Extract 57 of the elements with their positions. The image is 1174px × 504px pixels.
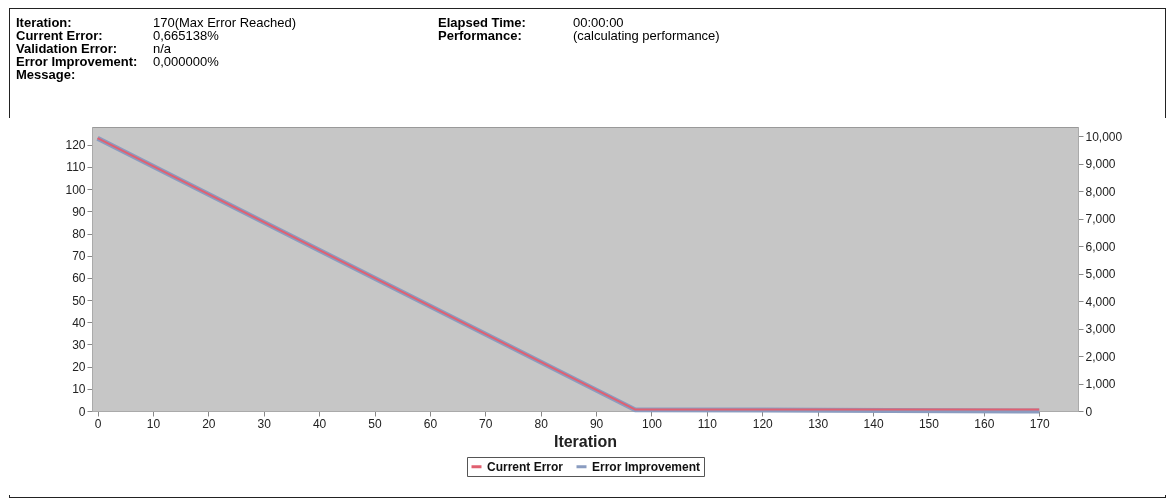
text: 0,000000% (153, 54, 219, 69)
text: 170(Max Error Reached) (153, 15, 297, 30)
x-tick-label: 150 (918, 416, 940, 431)
y2-tick-label: 4,000 (1085, 294, 1116, 309)
y2-tick-label: 6,000 (1085, 239, 1116, 254)
y-tick-label: 90 (72, 204, 86, 219)
y2-tick-label: 3,000 (1085, 322, 1116, 337)
y2-tick-label: 0 (1085, 404, 1093, 419)
text: Validation Error: (16, 41, 118, 56)
text: Current Error: (16, 28, 103, 43)
y2-tick-label: 7,000 (1085, 212, 1116, 227)
x-tick-label: 10 (146, 416, 161, 431)
y2-tick-label: 10,000 (1085, 129, 1123, 144)
y-tick-label: 120 (65, 138, 86, 153)
text: (calculating performance) (573, 28, 720, 43)
text: 00:00:00 (573, 15, 624, 30)
text: Performance: (438, 28, 522, 43)
x-tick-label: 60 (423, 416, 438, 431)
y-tick-label: 40 (72, 315, 86, 330)
text: Error Improvement: (16, 54, 138, 69)
y-tick-label: 0 (78, 404, 86, 419)
legend-label: Current Error (487, 459, 564, 474)
x-tick-label: 70 (479, 416, 493, 431)
x-tick-label: 30 (257, 416, 272, 431)
x-tick-label: 120 (752, 416, 774, 431)
y-tick-label: 80 (72, 227, 86, 241)
y-tick-label: 60 (72, 271, 86, 286)
x-tick-label: 170 (1029, 416, 1051, 431)
text: 0,665138% (153, 28, 219, 43)
y-tick-label: 100 (65, 182, 86, 197)
y2-tick-label: 1,000 (1085, 377, 1116, 392)
x-tick-label: 100 (641, 416, 663, 431)
x-tick-label: 20 (202, 416, 216, 431)
y-tick-label: 50 (72, 293, 86, 308)
x-tick-label: 50 (368, 416, 382, 431)
text: n/a (153, 41, 172, 56)
y-tick-label: 10 (72, 382, 86, 397)
y2-tick-label: 9,000 (1085, 157, 1116, 172)
y-tick-label: 70 (72, 249, 86, 264)
legend-label: Error Improvement (592, 459, 701, 474)
x-tick-label: 80 (534, 416, 549, 431)
y2-tick-label: 2,000 (1085, 349, 1116, 364)
x-tick-label: 0 (94, 416, 102, 431)
text: Elapsed Time: (438, 15, 526, 30)
x-tick-label: 130 (808, 416, 829, 431)
x-axis-title: Iteration (553, 432, 618, 450)
x-tick-label: 140 (863, 416, 884, 431)
x-tick-label: 90 (589, 416, 604, 431)
text: Iteration: (16, 15, 72, 30)
y2-tick-label: 8,000 (1085, 184, 1116, 199)
y-tick-label: 20 (72, 360, 86, 375)
x-tick-label: 160 (974, 416, 995, 431)
y-tick-label: 110 (66, 160, 86, 175)
y2-tick-label: 5,000 (1085, 267, 1116, 282)
y-tick-label: 30 (72, 337, 86, 352)
x-tick-label: 40 (312, 416, 327, 431)
x-tick-label: 110 (697, 416, 718, 431)
